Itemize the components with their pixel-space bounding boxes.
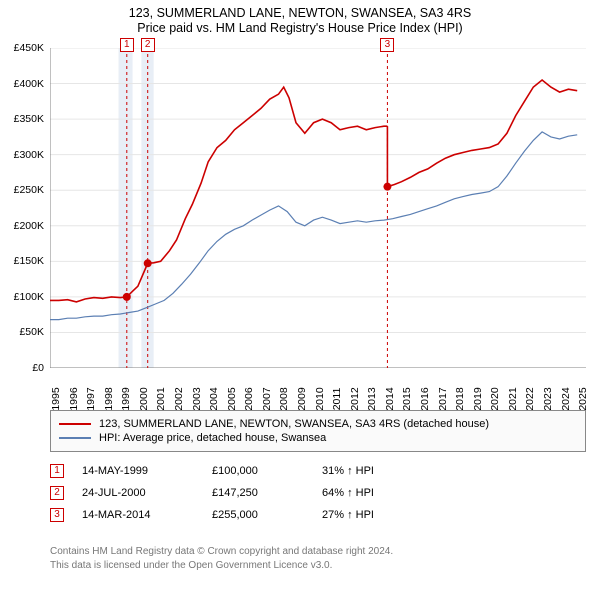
chart-svg bbox=[50, 48, 586, 368]
x-tick-label: 2023 bbox=[542, 387, 554, 410]
legend-swatch bbox=[59, 423, 91, 425]
event-pct: 27% ↑ HPI bbox=[322, 509, 374, 521]
event-row: 3 14-MAR-2014£255,00027% ↑ HPI bbox=[50, 504, 586, 526]
legend-item: HPI: Average price, detached house, Swan… bbox=[59, 431, 577, 445]
page: 123, SUMMERLAND LANE, NEWTON, SWANSEA, S… bbox=[0, 0, 600, 590]
sale-marker-label: 1 bbox=[120, 38, 134, 52]
x-tick-label: 2005 bbox=[226, 387, 238, 410]
x-tick-label: 2003 bbox=[191, 387, 203, 410]
x-tick-label: 1999 bbox=[120, 387, 132, 410]
x-tick-label: 2018 bbox=[454, 387, 466, 410]
x-tick-label: 2015 bbox=[401, 387, 413, 410]
sale-marker-label: 3 bbox=[380, 38, 394, 52]
y-tick-label: £100K bbox=[14, 291, 44, 303]
x-tick-label: 2024 bbox=[560, 387, 572, 410]
y-tick-label: £300K bbox=[14, 149, 44, 161]
y-tick-label: £350K bbox=[14, 113, 44, 125]
x-tick-label: 2016 bbox=[419, 387, 431, 410]
y-tick-label: £250K bbox=[14, 184, 44, 196]
y-tick-label: £450K bbox=[14, 42, 44, 54]
x-tick-label: 2017 bbox=[437, 387, 449, 410]
x-tick-label: 2021 bbox=[507, 387, 519, 410]
x-tick-label: 2006 bbox=[243, 387, 255, 410]
x-tick-label: 2002 bbox=[173, 387, 185, 410]
x-tick-label: 2011 bbox=[331, 388, 343, 411]
sale-marker-label: 2 bbox=[141, 38, 155, 52]
event-date: 14-MAR-2014 bbox=[82, 509, 212, 521]
x-tick-label: 2013 bbox=[366, 387, 378, 410]
y-tick-label: £50K bbox=[19, 326, 44, 338]
event-pct: 64% ↑ HPI bbox=[322, 487, 374, 499]
x-tick-label: 1998 bbox=[103, 387, 115, 410]
event-date: 24-JUL-2000 bbox=[82, 487, 212, 499]
event-row: 1 14-MAY-1999£100,00031% ↑ HPI bbox=[50, 460, 586, 482]
legend-swatch bbox=[59, 437, 91, 439]
chart-area: £0£50K£100K£150K£200K£250K£300K£350K£400… bbox=[50, 48, 586, 368]
x-tick-label: 2014 bbox=[384, 387, 396, 410]
x-tick-label: 2004 bbox=[208, 387, 220, 410]
y-tick-label: £0 bbox=[32, 362, 44, 374]
x-tick-label: 2008 bbox=[278, 387, 290, 410]
x-tick-label: 2020 bbox=[489, 387, 501, 410]
event-pct: 31% ↑ HPI bbox=[322, 465, 374, 477]
event-price: £147,250 bbox=[212, 487, 322, 499]
legend-label: HPI: Average price, detached house, Swan… bbox=[99, 432, 326, 444]
footer: Contains HM Land Registry data © Crown c… bbox=[50, 545, 586, 572]
events-block: 1 14-MAY-1999£100,00031% ↑ HPI 2 24-JUL-200… bbox=[50, 460, 586, 526]
legend-label: 123, SUMMERLAND LANE, NEWTON, SWANSEA, S… bbox=[99, 418, 489, 430]
x-tick-label: 1997 bbox=[85, 387, 97, 410]
event-price: £255,000 bbox=[212, 509, 322, 521]
legend-item: 123, SUMMERLAND LANE, NEWTON, SWANSEA, S… bbox=[59, 417, 577, 431]
legend: 123, SUMMERLAND LANE, NEWTON, SWANSEA, S… bbox=[50, 410, 586, 452]
x-tick-label: 1996 bbox=[68, 387, 80, 410]
event-price: £100,000 bbox=[212, 465, 322, 477]
x-tick-label: 2001 bbox=[155, 387, 167, 410]
x-tick-label: 2009 bbox=[296, 387, 308, 410]
y-axis-labels: £0£50K£100K£150K£200K£250K£300K£350K£400… bbox=[0, 48, 44, 368]
y-tick-label: £200K bbox=[14, 220, 44, 232]
footer-line-2: This data is licensed under the Open Gov… bbox=[50, 559, 586, 573]
x-tick-label: 2007 bbox=[261, 387, 273, 410]
title-block: 123, SUMMERLAND LANE, NEWTON, SWANSEA, S… bbox=[0, 0, 600, 35]
x-tick-label: 2000 bbox=[138, 387, 150, 410]
event-number-box: 3 bbox=[50, 508, 64, 522]
x-tick-label: 2022 bbox=[524, 387, 536, 410]
footer-line-1: Contains HM Land Registry data © Crown c… bbox=[50, 545, 586, 559]
x-tick-label: 2010 bbox=[314, 387, 326, 410]
title-line-2: Price paid vs. HM Land Registry's House … bbox=[0, 21, 600, 35]
x-tick-label: 2025 bbox=[577, 387, 589, 410]
event-number-box: 2 bbox=[50, 486, 64, 500]
x-tick-label: 2012 bbox=[349, 387, 361, 410]
event-row: 2 24-JUL-2000£147,25064% ↑ HPI bbox=[50, 482, 586, 504]
x-tick-label: 2019 bbox=[472, 387, 484, 410]
x-tick-label: 1995 bbox=[50, 387, 62, 410]
event-number-box: 1 bbox=[50, 464, 64, 478]
y-tick-label: £150K bbox=[14, 255, 44, 267]
title-line-1: 123, SUMMERLAND LANE, NEWTON, SWANSEA, S… bbox=[0, 6, 600, 20]
x-axis-labels: 1995199619971998199920002001200220032004… bbox=[50, 371, 586, 403]
event-date: 14-MAY-1999 bbox=[82, 465, 212, 477]
y-tick-label: £400K bbox=[14, 78, 44, 90]
